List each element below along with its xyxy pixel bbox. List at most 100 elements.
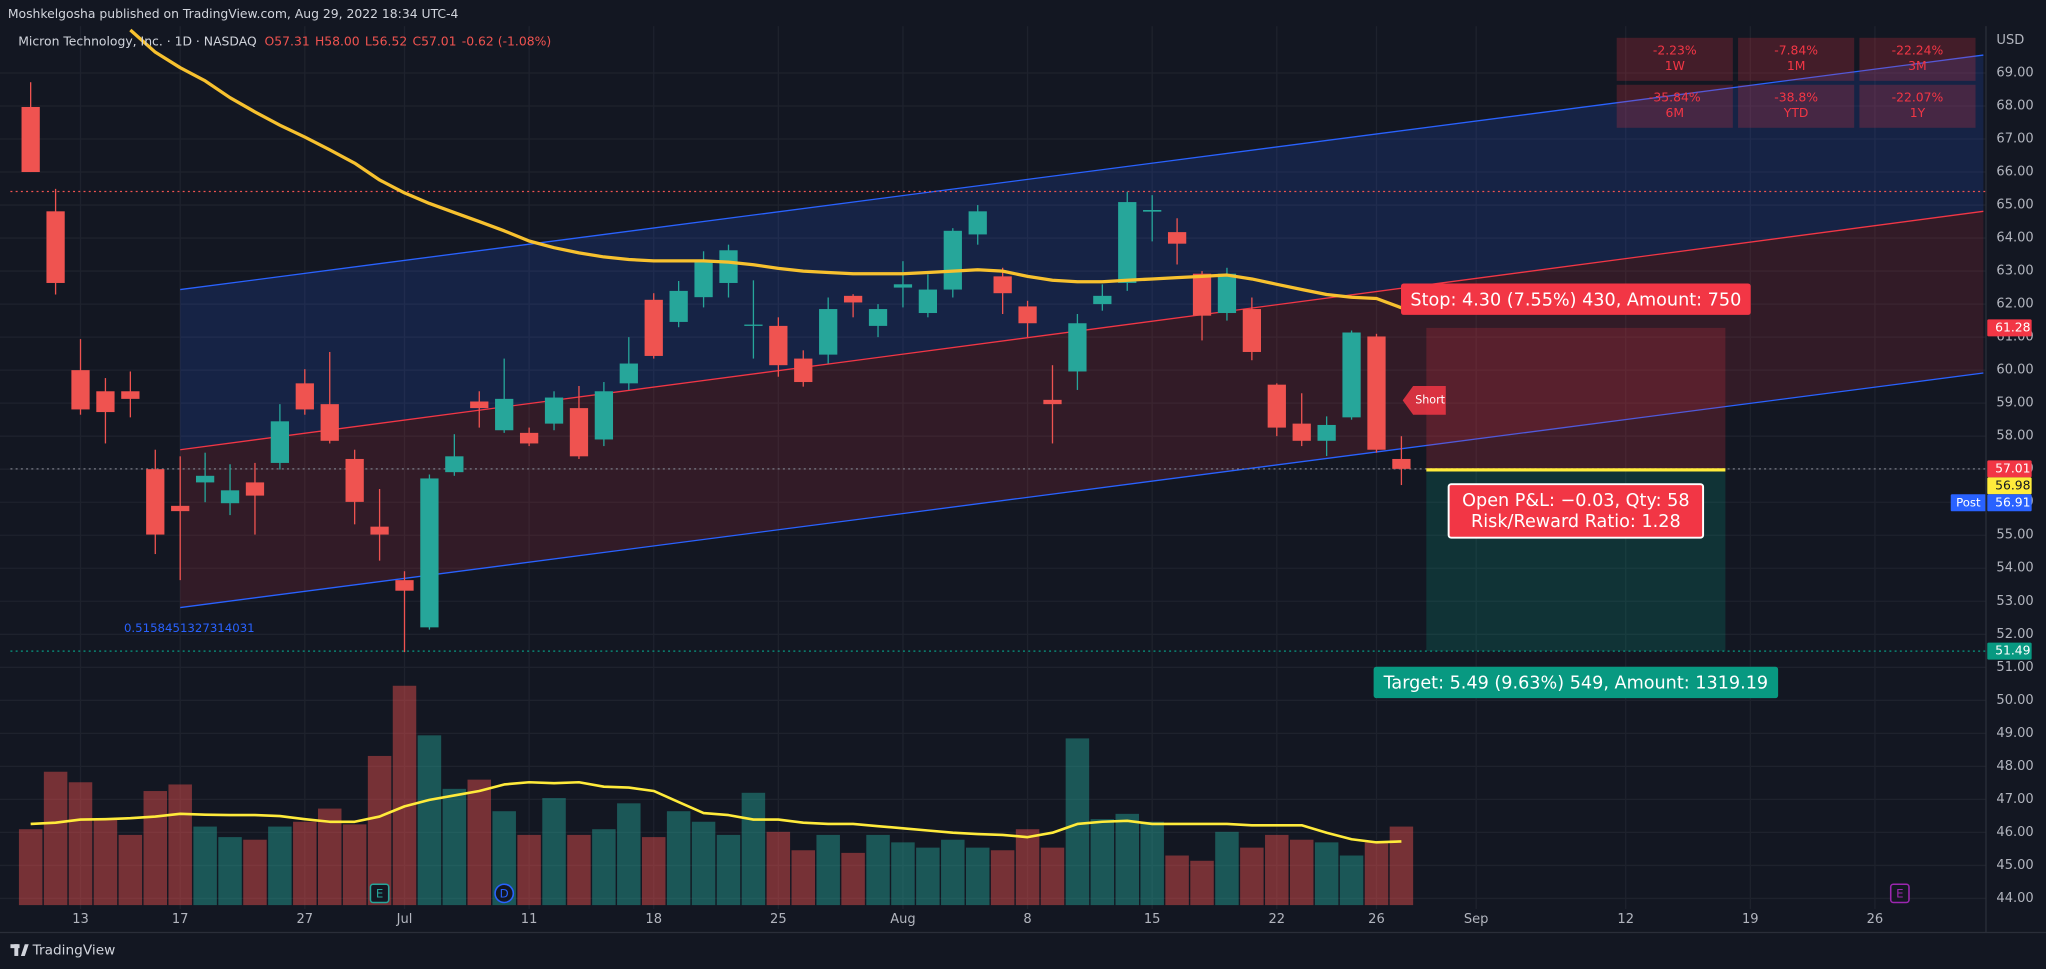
volume-bar [866, 834, 890, 906]
candle-body [1392, 458, 1411, 469]
x-tick-label: 22 [1268, 912, 1285, 927]
candle-body [1342, 332, 1361, 418]
x-tick-label: 27 [297, 912, 314, 927]
y-tick-label: 45.00 [1996, 858, 2033, 873]
volume-bar [392, 685, 417, 906]
target-label: Target: 5.49 (9.63%) 549, Amount: 1319.1… [1383, 674, 1769, 694]
legend-close: C57.01 [412, 33, 456, 48]
volume-bar [542, 798, 566, 906]
candle-body [819, 309, 838, 355]
fib-label: 0.5158451327314031 [124, 621, 255, 635]
price-tag-label: 56.91 [1995, 494, 2030, 509]
performance-cell [1738, 84, 1855, 128]
volume-bar [268, 826, 292, 906]
performance-period: 6M [1665, 105, 1684, 120]
performance-change: -35.84% [1649, 89, 1701, 104]
volume-bar [367, 755, 392, 906]
y-tick-label: 53.00 [1996, 594, 2033, 609]
volume-bar [567, 834, 591, 906]
logo [10, 944, 29, 956]
candle-body [1292, 423, 1311, 441]
volume-bar [218, 837, 242, 906]
channel-fill [180, 55, 1984, 450]
performance-change: -22.24% [1892, 42, 1944, 57]
candle-body [893, 284, 913, 288]
candle-body [1018, 306, 1037, 324]
price-tag-prefix-box [1950, 494, 1986, 512]
candle-body [1043, 399, 1062, 405]
volume-bar [18, 829, 43, 906]
candle-body [1068, 323, 1087, 372]
event-badge [494, 883, 515, 904]
volume-bar [891, 842, 915, 906]
candle-body [1192, 273, 1212, 316]
y-tick-label: 66.00 [1996, 165, 2033, 180]
published-note: Moshkelgosha published on TradingView.co… [8, 6, 459, 21]
price-tag [1987, 319, 2032, 337]
volume-bar [641, 837, 666, 906]
x-tick-label: 18 [645, 912, 662, 927]
candle-body [968, 211, 987, 235]
candle-body [744, 324, 763, 326]
channel-line [180, 372, 1984, 609]
performance-period: YTD [1783, 105, 1809, 120]
x-tick-label: 12 [1617, 912, 1634, 927]
candle-body [445, 456, 464, 473]
y-tick-label: 46.00 [1996, 825, 2033, 840]
volume-bar [193, 826, 217, 906]
volume-bar [1190, 860, 1214, 906]
pnl-label-box [1447, 483, 1705, 539]
footer-brand: TradingView [32, 943, 116, 959]
volume-bar [1165, 855, 1189, 906]
y-tick-label: 65.00 [1996, 198, 2033, 213]
candle-body [96, 391, 115, 413]
candle-body [71, 370, 90, 410]
candle-body [544, 397, 564, 424]
side-label: Short [1415, 393, 1445, 406]
candle-body [195, 475, 215, 483]
volume-bar [791, 850, 816, 906]
candle-body [993, 276, 1012, 294]
volume-bar [417, 735, 442, 906]
candle-body [171, 505, 190, 512]
candle-body [918, 289, 938, 314]
candle-body [1317, 424, 1336, 441]
candle-body [470, 401, 489, 409]
volume-bar [293, 821, 317, 906]
x-tick-label: 15 [1144, 912, 1161, 927]
x-tick-label: 26 [1867, 912, 1884, 927]
legend-high: H58.00 [315, 33, 360, 48]
volume-bar [442, 788, 467, 906]
x-tick-label: 25 [770, 912, 787, 927]
candle-body [46, 211, 65, 283]
channel-line [180, 54, 1984, 291]
performance-change: -22.07% [1892, 89, 1944, 104]
symbol-title: Micron Technology, Inc. · 1D · NASDAQ [18, 33, 257, 48]
performance-cell [1616, 37, 1733, 81]
y-tick-label: 60.00 [1996, 363, 2033, 378]
volume-bar [1040, 847, 1065, 906]
x-tick-label: Aug [890, 912, 915, 927]
candle-body [420, 478, 439, 628]
y-tick-label: 50.00 [1996, 693, 2033, 708]
y-tick-label: 47.00 [1996, 792, 2033, 807]
performance-change: -7.84% [1774, 42, 1818, 57]
volume-bar [1240, 847, 1264, 906]
y-tick-label: 54.00 [1996, 561, 2033, 576]
y-tick-label: 62.00 [1996, 297, 2033, 312]
candle-body [121, 391, 140, 399]
volume-bar [143, 791, 168, 906]
volume-bar [68, 782, 93, 906]
volume-bar [592, 829, 616, 906]
price-tag [1987, 494, 2032, 512]
x-tick-label: 13 [72, 912, 89, 927]
candle-body [1167, 232, 1187, 244]
candle-body [345, 458, 364, 502]
candle-body [1118, 202, 1137, 283]
y-tick-label: 68.00 [1996, 98, 2033, 113]
price-tag [1987, 460, 2032, 478]
volume-bar [1215, 831, 1239, 906]
ma-line [129, 28, 1402, 310]
legend: Micron Technology, Inc. · 1D · NASDAQ O57… [18, 33, 551, 48]
